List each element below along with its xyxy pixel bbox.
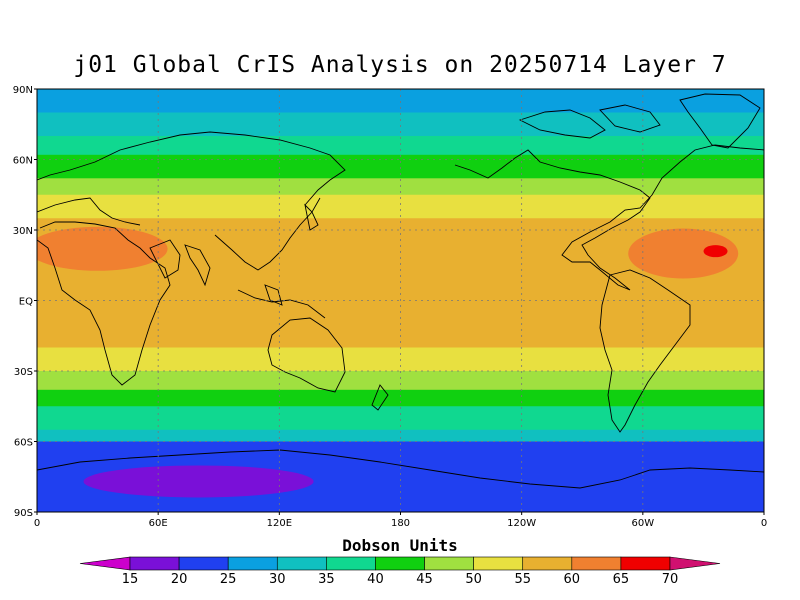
colorbar-high-arrow <box>669 556 721 571</box>
colorbar-title: Dobson Units <box>342 536 458 555</box>
graticule <box>37 89 764 512</box>
y-tick-label: 30S <box>14 367 33 378</box>
colorbar-segment <box>227 556 278 571</box>
ozone-band-8 <box>37 371 764 391</box>
x-tick-label: 60W <box>632 518 655 529</box>
colorbar-tick-label: 45 <box>416 572 433 587</box>
y-tick-label: EQ <box>19 297 33 308</box>
y-tick-label: 30N <box>13 226 33 237</box>
colorbar-tick-label: 30 <box>269 572 286 587</box>
colorbar-tick-label: 70 <box>662 572 679 587</box>
colorbar-tick-label: 15 <box>122 572 139 587</box>
x-tick-label: 60E <box>149 518 168 529</box>
colorbar-tick-label: 20 <box>171 572 188 587</box>
colorbar-tick-label: 50 <box>465 572 482 587</box>
atlantic-high-region <box>628 228 739 279</box>
colorbar: 15 20 25 30 35 40 45 50 55 60 65 70 <box>79 556 721 587</box>
colorbar-segment <box>424 556 474 571</box>
x-tick-label: 0 <box>34 518 40 529</box>
colorbar-segment <box>571 556 622 571</box>
y-tick-label: 90S <box>14 508 33 519</box>
colorbar-tick-label: 60 <box>564 572 581 587</box>
colorbar-segment <box>473 556 524 571</box>
colorbar-tick-label: 55 <box>514 572 531 587</box>
colorbar-tick-label: 25 <box>220 572 237 587</box>
x-tick-label: 120W <box>507 518 536 529</box>
colorbar-segment <box>129 556 180 571</box>
colorbar-segment <box>522 556 573 571</box>
x-tick-label: 120E <box>267 518 292 529</box>
colorbar-segment <box>375 556 425 571</box>
x-tick-label: 0 <box>761 518 767 529</box>
colorbar-tick-label: 35 <box>318 572 335 587</box>
colorbar-low-arrow <box>79 556 131 571</box>
y-tick-label: 90N <box>13 85 33 96</box>
colorbar-segment <box>620 556 671 571</box>
colorbar-segment <box>178 556 229 571</box>
atlantic-tropical-maximum <box>703 245 728 258</box>
colorbar-tick-label: 40 <box>367 572 384 587</box>
x-tick-label: 180 <box>391 518 410 529</box>
ozone-band-2 <box>37 136 764 156</box>
coastlines <box>37 93 764 489</box>
colorbar-segment <box>326 556 376 571</box>
africa-arabia-maximum <box>37 226 168 271</box>
antarctic-minimum <box>83 465 314 498</box>
ozone-field <box>37 89 764 512</box>
y-tick-label: 60S <box>14 438 33 449</box>
y-tick-label: 60N <box>13 156 33 167</box>
map-title: j01 Global CrIS Analysis on 20250714 Lay… <box>73 52 727 78</box>
colorbar-tick-label: 65 <box>613 572 630 587</box>
ozone-band-11 <box>37 429 764 442</box>
ozone-band-3 <box>37 154 764 179</box>
colorbar-segment <box>276 556 327 571</box>
ozone-band-9 <box>37 389 764 407</box>
